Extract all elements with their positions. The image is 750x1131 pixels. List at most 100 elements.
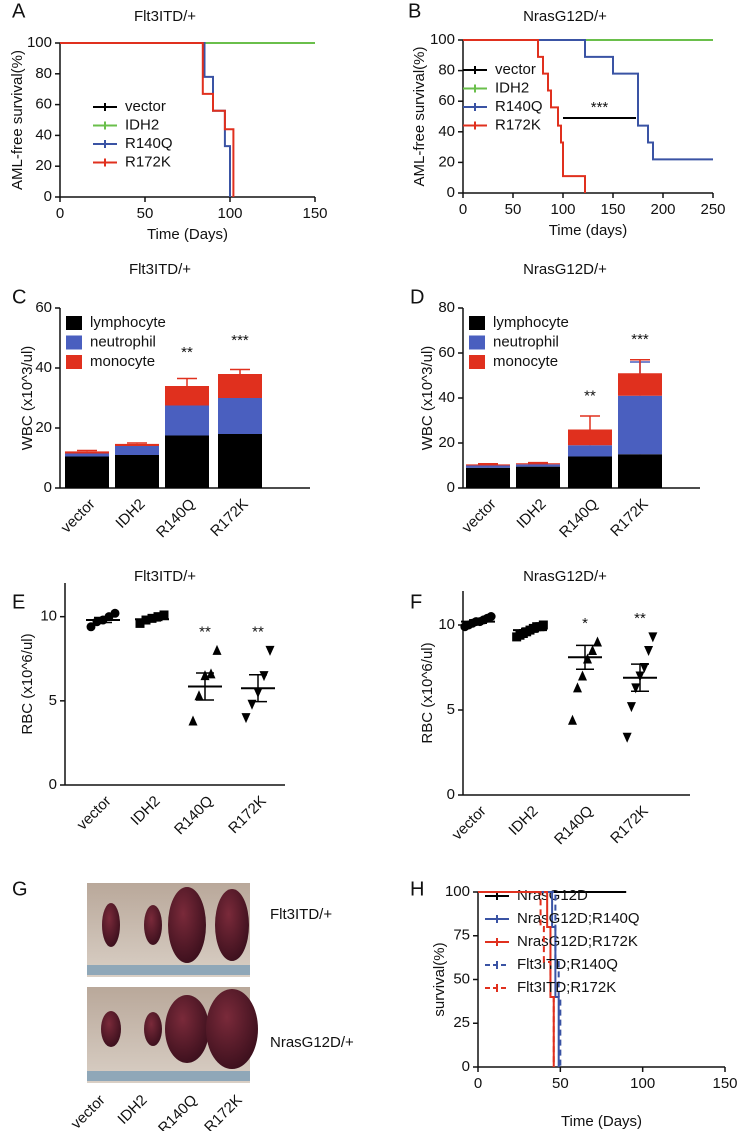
y-tick-label: 50 [453, 970, 470, 987]
y-tick-label: 0 [462, 1058, 470, 1075]
category-label: R172K [607, 803, 651, 847]
data-point [538, 620, 548, 630]
legend-label: R140Q [125, 135, 173, 152]
bar-segment [115, 446, 159, 455]
y-axis-label: RBC (x10^6/ul) [419, 642, 436, 743]
legend-label: R172K [125, 153, 171, 170]
spleen [102, 903, 120, 947]
spleen [168, 887, 206, 963]
y-tick-label: 0 [49, 776, 57, 793]
x-tick-label: 50 [505, 201, 522, 218]
y-tick-label: 100 [27, 34, 52, 51]
legend-label: vector [495, 61, 536, 78]
bar-segment [618, 395, 662, 455]
data-point [241, 713, 251, 724]
category-label: vector [58, 496, 99, 537]
x-tick-label: 100 [217, 205, 242, 222]
legend-label: R140Q [495, 98, 543, 115]
y-tick-label: 40 [438, 123, 455, 140]
data-point [631, 683, 641, 694]
data-point [188, 715, 198, 726]
panel-letter: E [12, 591, 25, 613]
x-tick-label: 150 [712, 1075, 737, 1092]
y-tick-label: 5 [447, 701, 455, 718]
significance-label: ** [584, 387, 596, 404]
error-bar [177, 377, 197, 386]
sem-bar [521, 627, 539, 633]
legend-label: R172K [495, 116, 541, 133]
data-point [644, 646, 654, 656]
y-axis-label: WBC (x10^3/ul) [19, 346, 36, 451]
bar-segment [165, 405, 209, 436]
category-label: R140Q [155, 1092, 201, 1131]
row-label: NrasG12D/+ [270, 1034, 354, 1051]
sem-bar [143, 616, 161, 622]
legend-label: vector [125, 98, 166, 115]
bar-segment [65, 453, 109, 457]
x-tick-label: 100 [550, 201, 575, 218]
significance-label: * [582, 615, 588, 632]
legend-label: Flt3ITD;R140Q [517, 956, 618, 973]
sem-bar [249, 673, 267, 703]
survival-line [478, 891, 562, 1067]
data-point [110, 608, 120, 618]
panel-title: NrasG12D/+ [523, 261, 607, 278]
panel-letter: D [410, 286, 424, 308]
panel-letter: A [12, 0, 26, 22]
y-axis-label: AML-free survival(%) [9, 50, 26, 190]
panel-letter: G [12, 878, 28, 900]
data-point [588, 645, 597, 655]
bar-segment [115, 443, 159, 446]
y-axis-label: survival(%) [431, 942, 448, 1016]
error-bar [478, 462, 498, 465]
error-bar [528, 461, 548, 464]
ruler [87, 965, 250, 975]
legend-swatch [469, 355, 485, 369]
legend-swatch [66, 355, 82, 369]
spleen [215, 889, 249, 961]
legend-label: monocyte [90, 353, 155, 370]
panel-letter: H [410, 878, 424, 900]
category-label: vector [449, 803, 490, 844]
bar-segment [65, 451, 109, 454]
y-tick-label: 25 [453, 1014, 470, 1031]
category-label: vector [459, 496, 500, 537]
significance-label: ** [634, 610, 646, 627]
y-tick-label: 80 [35, 65, 52, 82]
panel-title: Flt3ITD/+ [129, 261, 191, 278]
data-point [626, 702, 636, 713]
y-tick-label: 0 [447, 184, 455, 201]
x-tick-label: 250 [700, 201, 725, 218]
spleen [165, 995, 209, 1063]
legend-swatch [469, 316, 485, 330]
significance-label: *** [591, 99, 609, 116]
panel-letter: B [408, 0, 421, 22]
bar-segment [165, 386, 209, 406]
panel-letter: F [410, 591, 422, 613]
significance-label: ** [252, 623, 264, 640]
sem-bar [469, 619, 487, 625]
data-point [622, 732, 632, 743]
category-label: R140Q [551, 803, 597, 849]
sem-bar [631, 663, 649, 693]
x-axis-label: Time (Days) [147, 226, 228, 243]
data-point [568, 714, 577, 725]
bar-segment [516, 464, 560, 467]
y-tick-label: 5 [49, 692, 57, 709]
data-point [573, 682, 582, 693]
category-label: IDH2 [112, 496, 148, 532]
legend-label: lymphocyte [90, 314, 166, 331]
y-tick-label: 0 [447, 479, 455, 496]
y-tick-label: 60 [438, 344, 455, 361]
bar-segment [115, 455, 159, 488]
survival-line [60, 42, 235, 197]
legend-label: Flt3ITD;R172K [517, 979, 616, 996]
survival-line [463, 39, 713, 161]
category-label: vector [68, 1092, 109, 1131]
category-label: R172K [607, 496, 651, 540]
category-label: IDH2 [513, 496, 549, 532]
category-label: R172K [207, 496, 251, 540]
error-bar [580, 415, 600, 430]
data-point [86, 622, 96, 632]
